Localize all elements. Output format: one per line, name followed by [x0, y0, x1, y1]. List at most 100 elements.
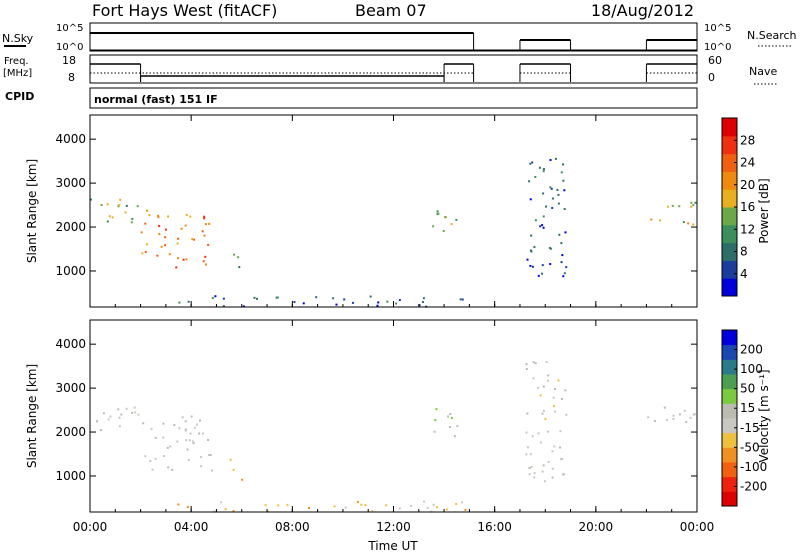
range-cell [541, 264, 544, 267]
range-cell [356, 500, 359, 503]
range-cell [95, 420, 98, 423]
freq-tick-top: 18 [62, 54, 76, 67]
range-cell [553, 388, 556, 391]
range-cell [666, 205, 669, 208]
range-cell [436, 506, 439, 509]
range-cell [551, 197, 554, 200]
range-cell [120, 413, 123, 416]
range-cell [232, 510, 235, 513]
range-cell [531, 265, 534, 268]
range-cell [541, 412, 544, 415]
range-cell [683, 409, 686, 412]
range-cell [538, 166, 541, 169]
power-y-label: Slant Range [km] [25, 159, 39, 263]
range-cell [565, 266, 568, 269]
range-cell [447, 415, 450, 418]
colorbar-swatch [722, 278, 737, 297]
nsky-tick-bottom: 10^0 [56, 42, 83, 53]
range-cell [351, 301, 354, 304]
range-cell [117, 205, 120, 208]
range-cell [558, 233, 561, 236]
range-cell [211, 296, 214, 299]
range-cell [186, 506, 189, 509]
freq-trace [89, 63, 698, 82]
velocity-scatter [95, 360, 696, 513]
velocity-y-ticks: 1000 2000 3000 4000 [55, 337, 697, 483]
range-cell [461, 298, 464, 301]
range-cell [560, 261, 563, 264]
range-cell [229, 458, 232, 461]
nsearch-label: N.Search [747, 29, 797, 42]
range-cell [528, 467, 531, 470]
time-axis-ticks: 00:00 04:00 08:00 12:00 16:00 20:00 00:00 [73, 115, 714, 534]
range-cell [559, 446, 562, 449]
range-cell [202, 260, 205, 263]
range-cell [332, 297, 335, 300]
range-cell [542, 410, 545, 413]
range-cell [553, 405, 556, 408]
colorbar-swatch [722, 118, 737, 137]
range-cell [551, 467, 554, 470]
range-cell [543, 480, 546, 483]
freq-panel [89, 54, 698, 84]
range-cell [193, 238, 196, 241]
range-cell [682, 221, 685, 224]
range-cell [442, 229, 445, 232]
range-cell [532, 377, 535, 380]
range-cell [142, 422, 145, 425]
range-cell [398, 507, 401, 510]
range-cell [694, 201, 697, 204]
range-cell [553, 410, 556, 413]
nave-label: Nave [749, 65, 777, 78]
range-cell [376, 304, 379, 307]
range-cell [173, 424, 176, 427]
range-cell [144, 222, 147, 225]
range-cell [302, 302, 305, 305]
range-cell [557, 193, 560, 196]
range-cell [253, 296, 256, 299]
range-cell [541, 272, 544, 275]
range-cell [693, 413, 696, 416]
range-cell [371, 510, 374, 513]
range-cell [134, 411, 137, 414]
range-cell [539, 225, 542, 228]
range-cell [185, 439, 188, 442]
range-cell [530, 465, 533, 468]
range-cell [560, 242, 563, 245]
colorbar-tick-label: 8 [740, 245, 748, 259]
range-cell [333, 505, 336, 508]
range-cell [537, 432, 540, 435]
range-cell [344, 506, 347, 509]
range-cell [276, 296, 279, 299]
range-cell [537, 274, 540, 277]
range-cell [565, 413, 568, 416]
range-cell [164, 236, 167, 239]
range-cell [203, 234, 206, 237]
range-cell [377, 301, 380, 304]
range-cell [131, 411, 134, 414]
range-cell [546, 379, 549, 382]
colorbar-swatch [722, 476, 737, 492]
range-cell [530, 234, 533, 237]
x-tick-label: 04:00 [174, 520, 209, 534]
range-cell [534, 362, 537, 365]
range-cell [222, 305, 225, 308]
range-cell [264, 504, 267, 507]
range-cell [559, 458, 562, 461]
range-cell [178, 301, 181, 304]
range-cell [692, 223, 695, 226]
x-tick-label: 00:00 [73, 520, 108, 534]
range-cell [554, 157, 557, 160]
nsky-trace [89, 32, 698, 51]
range-cell [549, 247, 552, 250]
range-cell [525, 453, 528, 456]
range-cell [238, 266, 241, 269]
range-cell [563, 272, 566, 275]
range-cell [435, 408, 438, 411]
x-tick-label: 20:00 [579, 520, 614, 534]
range-cell [444, 216, 447, 219]
range-cell [386, 300, 389, 303]
range-cell [164, 228, 167, 231]
range-cell [665, 419, 668, 422]
range-cell [133, 406, 136, 409]
